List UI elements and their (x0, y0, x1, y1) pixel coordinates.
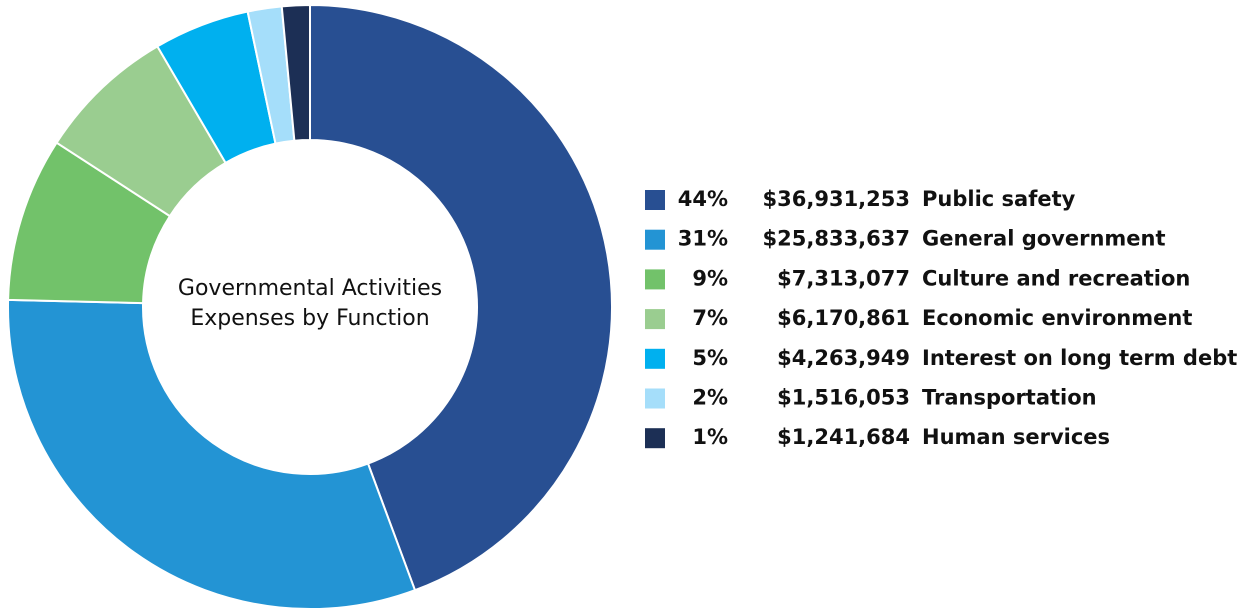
slice (280, 3, 311, 142)
percent-label: 1% (692, 425, 728, 449)
legend-swatch (645, 269, 665, 290)
legend-swatch (645, 309, 665, 330)
legend-swatch (645, 388, 665, 409)
legend-label: Interest on long term debt (922, 346, 1237, 370)
value-label: $36,931,253 (763, 187, 910, 211)
legend-swatch (645, 190, 665, 210)
legend-swatch (645, 348, 665, 369)
slice (309, 3, 613, 592)
chart-title: Governmental Activities Expenses by Func… (177, 276, 443, 331)
legend-label: General government (922, 227, 1166, 251)
percent-label: 9% (692, 266, 728, 290)
legend-label: Culture and recreation (922, 266, 1190, 290)
percent-label: 44% (678, 187, 728, 211)
value-label: $1,516,053 (777, 386, 910, 410)
percent-label: 2% (692, 386, 728, 410)
value-label: $6,170,861 (777, 306, 910, 330)
legend-label: Human services (922, 425, 1110, 449)
value-label: $4,263,949 (777, 346, 910, 370)
value-label: $1,241,684 (777, 425, 910, 449)
value-label: $7,313,077 (777, 266, 910, 290)
percent-label: 31% (678, 227, 728, 251)
value-label: $25,833,637 (763, 227, 910, 251)
slice (7, 298, 417, 610)
legend-label: Transportation (922, 386, 1097, 410)
legend-label: Public safety (922, 187, 1076, 211)
legend-swatch (645, 229, 665, 250)
percent-label: 7% (692, 306, 728, 330)
legend-label: Economic environment (922, 306, 1192, 330)
legend-swatch (645, 428, 665, 449)
percent-label: 5% (692, 346, 728, 370)
